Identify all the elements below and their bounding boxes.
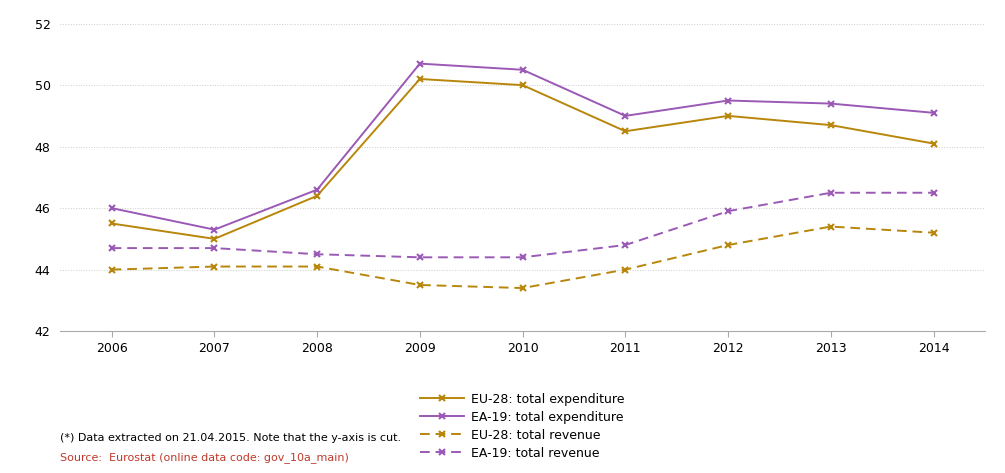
Text: (*) Data extracted on 21.04.2015. Note that the y-axis is cut.: (*) Data extracted on 21.04.2015. Note t… [60,433,401,443]
Legend: EU-28: total expenditure, EA-19: total expenditure, EU-28: total revenue, EA-19:: EU-28: total expenditure, EA-19: total e… [420,393,625,460]
Text: Source:  Eurostat (online data code: gov_10a_main): Source: Eurostat (online data code: gov_… [60,452,349,463]
